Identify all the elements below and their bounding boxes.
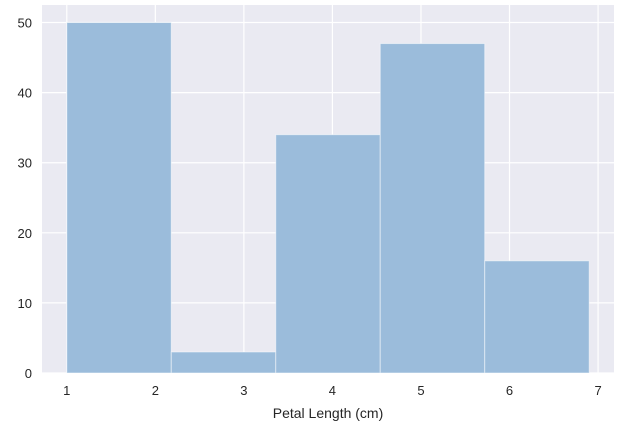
histogram-bar [484, 260, 590, 374]
x-tick-label: 6 [506, 383, 513, 398]
y-tick-label: 40 [18, 86, 32, 101]
x-tick-label: 3 [240, 383, 247, 398]
histogram-bar [66, 22, 172, 374]
x-tick-label: 5 [417, 383, 424, 398]
histogram-bar [170, 351, 277, 374]
y-tick-label: 0 [25, 366, 32, 381]
y-tick-label: 10 [18, 296, 32, 311]
x-tick-label: 1 [63, 383, 70, 398]
y-tick-label: 30 [18, 156, 32, 171]
histogram-bar [275, 134, 381, 374]
histogram-bar [379, 43, 486, 374]
x-tick-label: 2 [152, 383, 159, 398]
histogram-bars [66, 22, 590, 374]
y-tick-labels: 0 10 20 30 40 50 [18, 16, 32, 381]
x-tick-labels: 1 2 3 4 5 6 7 [63, 383, 602, 398]
x-tick-label: 4 [329, 383, 336, 398]
y-tick-label: 50 [18, 16, 32, 31]
x-tick-label: 7 [594, 383, 601, 398]
x-axis-label: Petal Length (cm) [273, 405, 384, 421]
y-tick-label: 20 [18, 226, 32, 241]
